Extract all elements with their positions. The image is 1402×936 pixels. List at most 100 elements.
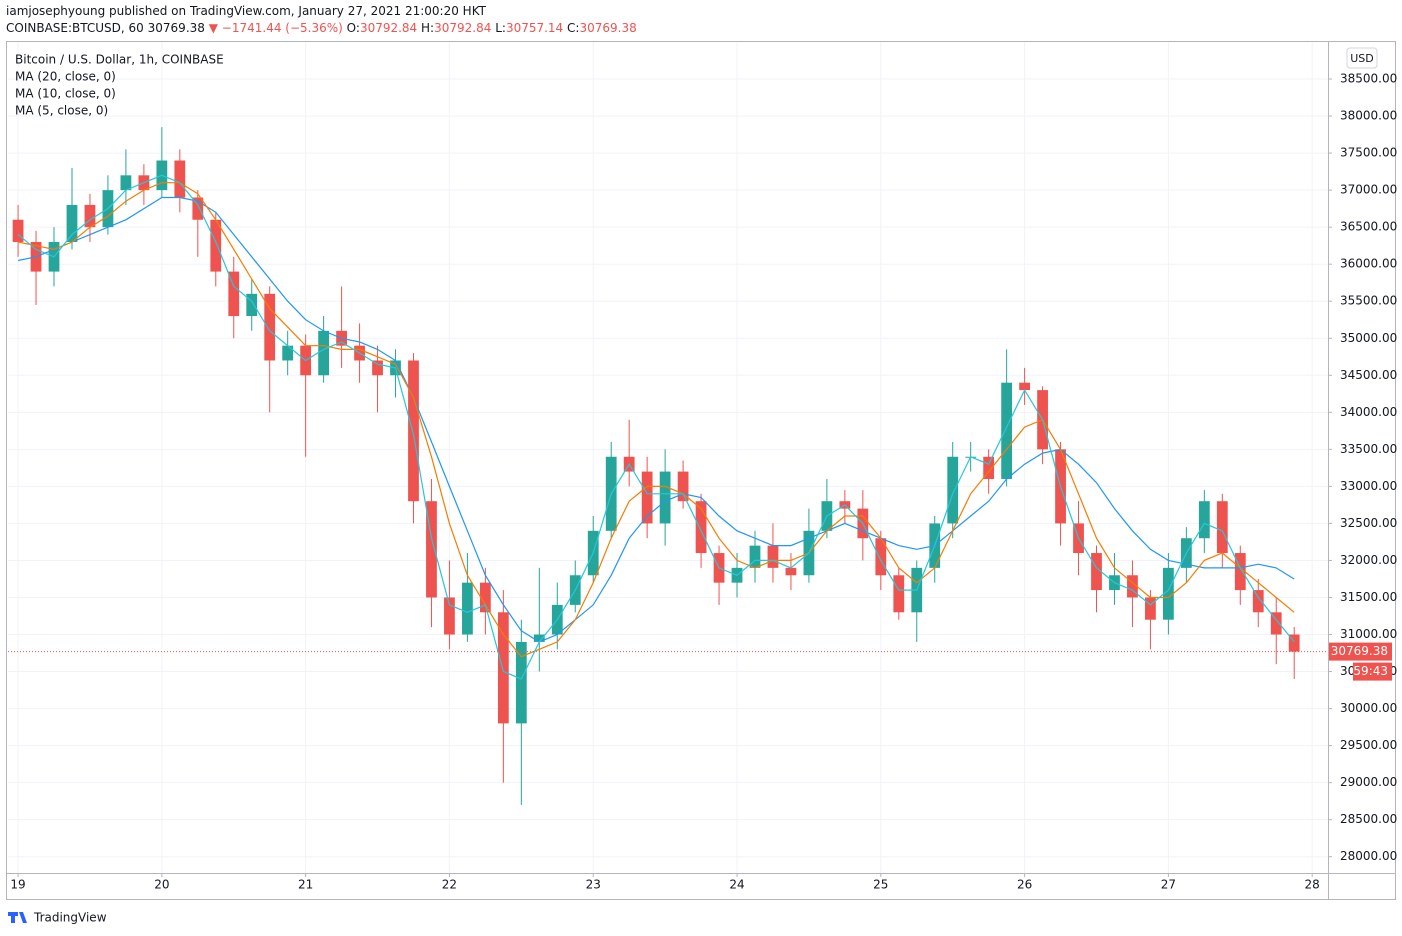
x-tick-label: 25 bbox=[873, 878, 888, 892]
candle-body bbox=[1019, 382, 1030, 391]
o-label: O: bbox=[346, 21, 360, 35]
candle-body bbox=[1163, 567, 1174, 620]
c-label: C: bbox=[567, 21, 580, 35]
x-tick-label: 27 bbox=[1161, 878, 1176, 892]
last-price-label: 30769.38 bbox=[1331, 644, 1388, 658]
x-tick-label: 21 bbox=[298, 878, 313, 892]
candle-body bbox=[767, 545, 779, 568]
brand-logo bbox=[8, 912, 27, 923]
candle-body bbox=[893, 575, 905, 613]
y-tick-label: 32500.00 bbox=[1340, 516, 1397, 530]
candle-body bbox=[282, 345, 294, 361]
candle-body bbox=[749, 545, 761, 568]
candle-body bbox=[533, 634, 545, 642]
c-value: 30769.38 bbox=[579, 21, 637, 35]
candle-body bbox=[264, 293, 276, 361]
legend-entry: MA (20, close, 0) bbox=[15, 70, 116, 84]
x-tick-label: 22 bbox=[442, 878, 457, 892]
candle-body bbox=[1252, 590, 1264, 613]
currency-button[interactable] bbox=[1346, 47, 1378, 69]
candle-body bbox=[1216, 501, 1228, 554]
candle-body bbox=[462, 582, 473, 635]
y-tick-label: 29500.00 bbox=[1340, 738, 1397, 752]
x-tick-label: 24 bbox=[729, 878, 744, 892]
symbol: COINBASE:BTCUSD, 60 bbox=[6, 21, 144, 35]
ma-line bbox=[17, 182, 1295, 658]
chart-title: Bitcoin / U.S. Dollar, 1h, COINBASE bbox=[15, 53, 224, 67]
candle-body bbox=[210, 219, 222, 272]
y-tick-label: 30000.00 bbox=[1340, 701, 1397, 715]
candle-body bbox=[785, 567, 797, 576]
y-tick-label: 34000.00 bbox=[1340, 405, 1397, 419]
candle-body bbox=[246, 293, 258, 317]
candle-body bbox=[12, 219, 24, 242]
candle-body bbox=[875, 538, 887, 576]
candle-body bbox=[983, 456, 995, 479]
chart-frame bbox=[6, 41, 1396, 900]
published-line: iamjosephyoung published on TradingView.… bbox=[6, 4, 486, 18]
ma-line bbox=[17, 174, 1295, 680]
plot bbox=[8, 42, 1328, 873]
candle-body bbox=[174, 160, 186, 198]
y-tick-label: 34500.00 bbox=[1340, 368, 1397, 382]
y-tick-label: 38500.00 bbox=[1340, 72, 1397, 86]
candle-body bbox=[1198, 501, 1210, 539]
y-tick-label: 29000.00 bbox=[1340, 775, 1397, 789]
y-tick-label: 37000.00 bbox=[1340, 183, 1397, 197]
candle-body bbox=[408, 360, 419, 502]
candle-body bbox=[677, 471, 689, 502]
y-tick-label: 31500.00 bbox=[1340, 590, 1397, 604]
y-tick-label: 33000.00 bbox=[1340, 479, 1397, 493]
l-label: L: bbox=[495, 21, 506, 35]
legend-entry: MA (5, close, 0) bbox=[15, 104, 108, 118]
candle-body bbox=[426, 501, 437, 598]
candle-body bbox=[84, 204, 96, 228]
candle-body bbox=[228, 271, 240, 317]
change: −1741.44 (−5.36%) bbox=[221, 21, 343, 35]
y-tick-label: 35000.00 bbox=[1340, 331, 1397, 345]
y-tick-label: 28500.00 bbox=[1340, 812, 1397, 826]
candle-body bbox=[1288, 634, 1300, 652]
candle-body bbox=[641, 471, 653, 524]
candle-body bbox=[66, 204, 78, 242]
ma-line bbox=[17, 196, 1295, 643]
candle-body bbox=[1234, 553, 1246, 591]
last-price-box bbox=[1329, 642, 1392, 661]
x-tick-label: 28 bbox=[1305, 878, 1320, 892]
candle-body bbox=[695, 501, 707, 554]
h-label: H: bbox=[421, 21, 435, 35]
candle-body bbox=[444, 597, 455, 635]
y-tick-label: 36000.00 bbox=[1340, 257, 1397, 271]
y-tick-label: 36500.00 bbox=[1340, 220, 1397, 234]
y-tick-label: 31000.00 bbox=[1340, 627, 1397, 641]
currency[interactable]: USD bbox=[1350, 52, 1374, 65]
arrow: ▼ bbox=[208, 21, 218, 35]
h-value: 30792.84 bbox=[434, 21, 492, 35]
countdown-box bbox=[1353, 662, 1392, 681]
y-tick-label: 32000.00 bbox=[1340, 553, 1397, 567]
candle-body bbox=[120, 175, 132, 191]
y-tick-label: 35500.00 bbox=[1340, 294, 1397, 308]
candle-body bbox=[1127, 575, 1138, 598]
x-tick-label: 20 bbox=[154, 878, 169, 892]
brand: TradingView bbox=[33, 911, 107, 925]
candle-body bbox=[1091, 553, 1102, 591]
candle-body bbox=[479, 582, 491, 613]
l-value: 30757.14 bbox=[505, 21, 564, 35]
y-tick-label: 37500.00 bbox=[1340, 146, 1397, 160]
candle-body bbox=[1001, 382, 1013, 479]
x-tick-label: 26 bbox=[1017, 878, 1032, 892]
x-tick-label: 23 bbox=[586, 878, 601, 892]
candle-body bbox=[515, 641, 527, 724]
candle-body bbox=[318, 330, 330, 376]
candle-body bbox=[192, 197, 204, 220]
candle-body bbox=[372, 360, 383, 376]
candle-body bbox=[497, 612, 509, 724]
y-tick-label: 38000.00 bbox=[1340, 109, 1397, 123]
y-tick-label: 33500.00 bbox=[1340, 442, 1397, 456]
candle-body bbox=[947, 456, 959, 524]
symbol-line: COINBASE:BTCUSD, 60 30769.38 ▼ −1741.44 … bbox=[6, 21, 637, 35]
candle-body bbox=[1145, 597, 1156, 620]
